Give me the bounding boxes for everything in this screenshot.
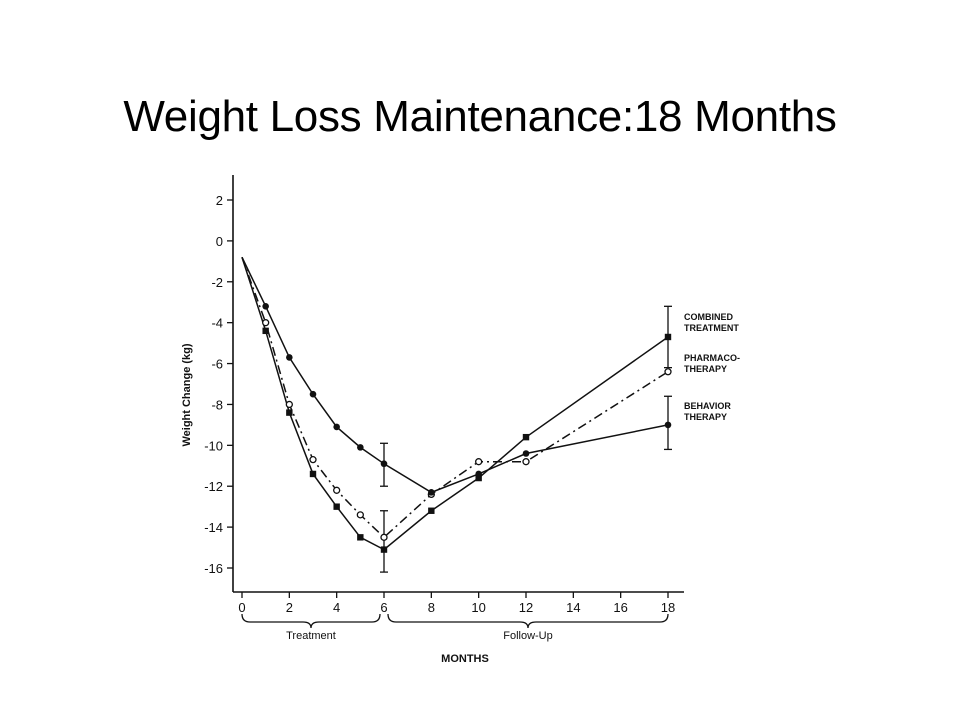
y-tick-label-5: -8 — [211, 397, 223, 412]
y-axis-label: Weight Change (kg) — [181, 343, 193, 446]
data-point-2-1 — [262, 303, 269, 310]
data-point-1-3 — [309, 455, 317, 464]
data-point-1-10 — [664, 368, 672, 376]
y-tick-label-9: -16 — [204, 561, 223, 576]
data-point-2-4 — [333, 423, 340, 431]
legend-entry-0: COMBINED TREATMENT — [684, 312, 739, 333]
data-point-1-6 — [380, 533, 388, 541]
data-point-0-10 — [664, 333, 672, 341]
y-tick-label-6: -10 — [204, 438, 223, 453]
y-tick-label-0: 2 — [216, 193, 223, 208]
data-point-0-9 — [522, 433, 530, 441]
y-tick-label-2: -2 — [211, 275, 223, 290]
data-point-0-7 — [428, 507, 435, 514]
series-layer — [241, 256, 672, 573]
data-point-1-2 — [285, 400, 293, 409]
series-line-0 — [241, 257, 669, 551]
slide-title: Weight Loss Maintenance:18 Months — [123, 92, 837, 141]
x-tick-label-0: 0 — [238, 600, 245, 615]
data-point-2-9 — [522, 450, 530, 457]
series-0 — [241, 257, 672, 553]
legend-entry-2: BEHAVIOR THERAPY — [684, 401, 731, 422]
legend: COMBINED TREATMENT PHARMACO-THERAPY BEHAVIO… — [684, 312, 740, 422]
x-tick-label-8: 16 — [613, 600, 627, 615]
data-point-0-8 — [475, 474, 482, 482]
data-point-0-4 — [333, 503, 340, 510]
series-line-1 — [241, 256, 669, 539]
data-point-2-2 — [286, 354, 293, 361]
data-point-0-2 — [286, 409, 293, 416]
data-point-0-3 — [309, 470, 317, 478]
data-point-1-5 — [356, 511, 364, 519]
y-tick-label-8: -14 — [204, 520, 223, 535]
phase-bracket-0 — [241, 613, 381, 629]
data-point-2-3 — [309, 390, 317, 398]
y-tick-label-3: -4 — [211, 316, 223, 331]
phase-label-1: Follow-Up — [503, 630, 553, 642]
series-2 — [241, 256, 672, 496]
axes: 2 0 -2 -4 -6 -8 -10 -12 -14 -16 0 2 4 6 8 10 12 14 16 18 — [204, 175, 684, 615]
x-tick-label-1: 2 — [286, 600, 293, 615]
data-point-2-5 — [357, 444, 364, 451]
phase-label-0: Treatment — [286, 630, 336, 642]
x-tick-label-2: 4 — [333, 600, 340, 615]
x-tick-label-4: 8 — [428, 600, 435, 615]
data-point-1-4 — [333, 486, 341, 494]
phase-bracket-1 — [387, 613, 669, 629]
x-tick-label-9: 18 — [661, 600, 675, 615]
x-tick-label-7: 14 — [566, 600, 580, 615]
data-point-0-1 — [262, 327, 269, 335]
y-tick-label-1: 0 — [216, 234, 223, 249]
y-tick-label-4: -6 — [211, 357, 223, 372]
data-point-2-10 — [664, 421, 672, 429]
data-point-2-6 — [380, 460, 388, 468]
x-tick-label-3: 6 — [380, 600, 387, 615]
data-point-1-1 — [262, 319, 270, 327]
data-point-1-8 — [475, 458, 483, 466]
data-point-2-8 — [475, 470, 482, 478]
data-point-1-9 — [522, 458, 530, 466]
data-point-0-5 — [357, 534, 364, 541]
phase-brackets: Treatment Follow-Up — [241, 613, 669, 642]
legend-entry-1: PHARMACO-THERAPY — [684, 353, 740, 374]
data-point-2-7 — [428, 489, 435, 496]
x-axis-label: MONTHS — [441, 653, 489, 665]
y-tick-label-7: -12 — [204, 479, 223, 494]
series-1 — [241, 256, 672, 573]
x-tick-label-6: 12 — [519, 600, 533, 615]
x-tick-label-5: 10 — [471, 600, 485, 615]
